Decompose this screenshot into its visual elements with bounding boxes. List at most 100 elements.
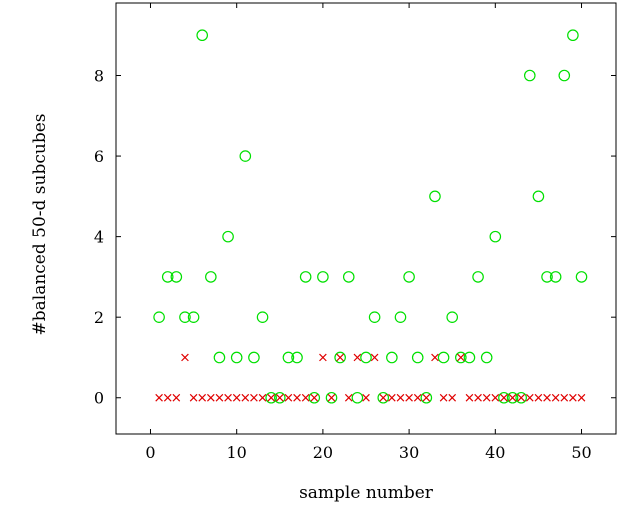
- scatter-point-circle: [325, 391, 338, 404]
- scatter-point-circle: [455, 351, 467, 364]
- scatter-point-circle: [523, 69, 536, 82]
- y-tick-label: 4: [94, 228, 104, 247]
- scatter-point-cross: [413, 393, 422, 402]
- scatter-point-circle: [480, 351, 493, 364]
- scatter-point-cross: [370, 353, 379, 362]
- scatter-point-circle: [411, 351, 424, 364]
- scatter-point-cross: [258, 393, 267, 402]
- scatter-point-cross: [500, 393, 508, 402]
- scatter-point-cross: [543, 393, 551, 402]
- scatter-point-circle: [394, 311, 407, 323]
- scatter-point-circle: [196, 29, 209, 42]
- scatter-point-cross: [396, 393, 405, 402]
- scatter-point-cross: [250, 393, 258, 402]
- scatter-point-circle: [179, 311, 191, 323]
- scatter-point-cross: [362, 393, 370, 402]
- scatter-point-circle: [282, 351, 295, 364]
- scatter-point-cross: [534, 393, 543, 402]
- scatter-point-circle: [222, 230, 234, 243]
- tick-labels: 0 10 20 30 40 50 0 2 4 6 8: [94, 67, 592, 462]
- scatter-point-cross: [379, 393, 388, 402]
- scatter-point-cross: [181, 353, 189, 362]
- scatter-point-circle: [342, 271, 355, 283]
- scatter-point-circle: [299, 271, 312, 283]
- y-tick-label: 0: [94, 389, 104, 408]
- scatter-point-circle: [420, 391, 433, 404]
- scatter-point-circle: [273, 391, 286, 404]
- scatter-point-cross: [301, 393, 310, 402]
- scatter-point-circle: [291, 351, 303, 364]
- scatter-point-circle: [532, 190, 545, 203]
- scatter-point-cross: [405, 393, 413, 402]
- scatter-point-cross: [508, 393, 517, 402]
- scatter-point-cross: [232, 393, 241, 402]
- scatter-point-circle: [170, 271, 183, 283]
- scatter-point-cross: [577, 393, 586, 402]
- scatter-point-cross: [275, 393, 284, 402]
- scatter-point-circle: [541, 271, 553, 283]
- scatter-point-cross: [198, 393, 207, 402]
- scatter-point-cross: [207, 393, 215, 402]
- scatter-point-circle: [549, 271, 562, 283]
- scatter-point-cross: [560, 393, 569, 402]
- scatter-point-cross: [491, 393, 500, 402]
- scatter-point-circle: [308, 391, 321, 404]
- y-tick-label: 8: [94, 67, 104, 86]
- scatter-point-cross: [172, 393, 181, 402]
- scatter-point-cross: [465, 393, 474, 402]
- scatter-point-cross: [224, 393, 232, 402]
- scatter-point-cross: [482, 393, 491, 402]
- y-tick-label: 2: [94, 308, 104, 327]
- scatter-point-circle: [248, 351, 260, 364]
- scatter-point-cross: [525, 393, 534, 402]
- scatter-point-cross: [319, 353, 327, 362]
- scatter-point-circle: [515, 391, 527, 404]
- scatter-point-cross: [267, 393, 275, 402]
- scatter-point-circle: [239, 150, 252, 162]
- scatter-point-cross: [293, 393, 301, 402]
- data-marks: [153, 29, 588, 404]
- scatter-point-circle: [265, 391, 277, 404]
- scatter-point-cross: [344, 393, 353, 402]
- x-tick-label: 0: [145, 443, 155, 462]
- axis-ticks: [116, 3, 616, 434]
- x-tick-label: 50: [571, 443, 591, 462]
- scatter-point-circle: [506, 391, 519, 404]
- scatter-point-cross: [310, 393, 319, 402]
- scatter-point-cross: [439, 393, 448, 402]
- scatter-point-circle: [575, 271, 588, 283]
- scatter-point-circle: [386, 351, 398, 364]
- scatter-point-circle: [187, 311, 200, 323]
- scatter-point-circle: [153, 311, 165, 323]
- scatter-point-circle: [437, 351, 450, 364]
- scatter-point-cross: [241, 393, 250, 402]
- scatter-point-circle: [567, 29, 579, 42]
- scatter-point-cross: [336, 353, 344, 362]
- scatter-point-circle: [498, 391, 510, 404]
- scatter-point-cross: [448, 393, 457, 402]
- scatter-point-cross: [155, 393, 163, 402]
- x-tick-label: 30: [399, 443, 419, 462]
- scatter-point-circle: [403, 271, 415, 283]
- scatter-point-cross: [422, 393, 431, 402]
- scatter-point-circle: [368, 311, 381, 323]
- scatter-point-cross: [327, 393, 336, 402]
- x-tick-label: 20: [313, 443, 333, 462]
- scatter-point-circle: [205, 271, 217, 283]
- scatter-point-cross: [353, 353, 362, 362]
- plot-area: [115, 2, 617, 435]
- y-axis-label: #balanced 50-d subcubes: [30, 113, 50, 335]
- x-tick-label: 40: [485, 443, 505, 462]
- scatter-point-cross: [551, 393, 560, 402]
- scatter-point-cross: [457, 353, 465, 362]
- scatter-point-circle: [429, 190, 441, 203]
- scatter-point-circle: [558, 69, 571, 82]
- scatter-point-cross: [474, 393, 482, 402]
- y-tick-label: 6: [94, 147, 104, 166]
- scatter-point-circle: [351, 391, 364, 404]
- scatter-point-cross: [517, 393, 525, 402]
- scatter-point-circle: [230, 351, 243, 364]
- scatter-point-circle: [472, 271, 484, 283]
- scatter-point-circle: [446, 311, 459, 323]
